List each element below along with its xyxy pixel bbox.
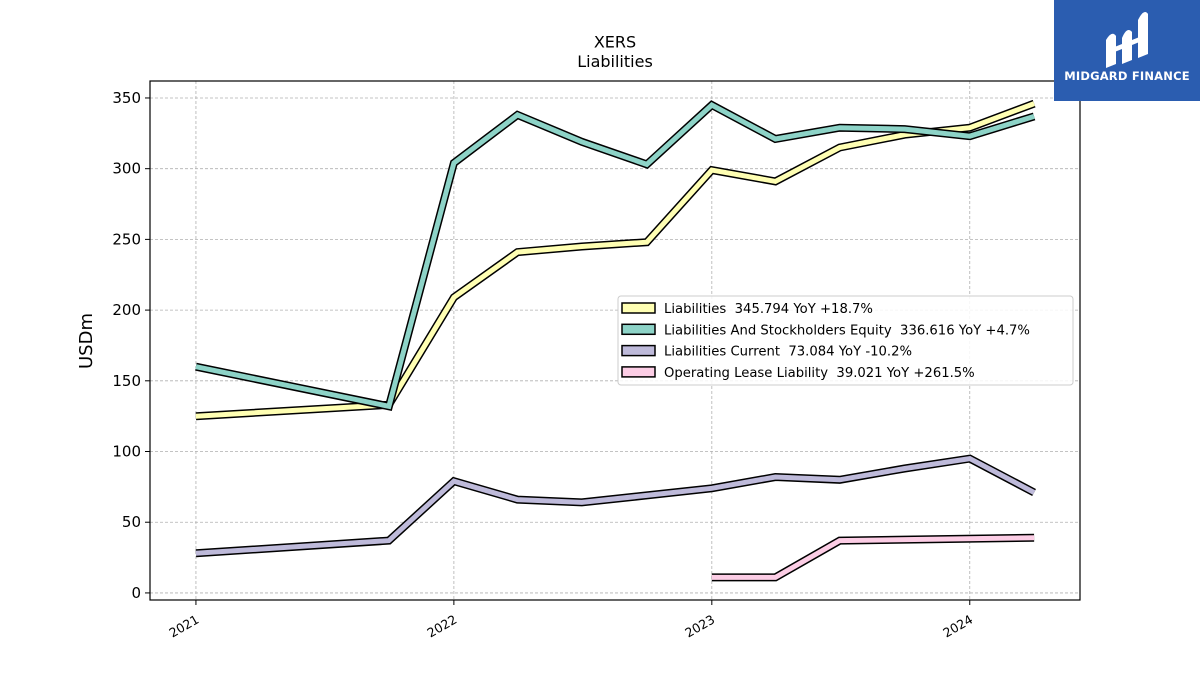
series-line (195, 456, 1036, 556)
brand-mark-icon (1106, 12, 1148, 68)
y-tick-label: 200 (112, 301, 141, 319)
plot-frame (149, 80, 1081, 601)
x-tick-label: 2023 (682, 612, 717, 641)
y-tick-label: 50 (122, 513, 141, 531)
legend: Liabilities 345.794 YoY +18.7% Liabilitie… (617, 295, 1074, 386)
y-tick-label: 150 (112, 372, 141, 390)
legend-label: Liabilities Current 73.084 YoY -10.2% (664, 345, 912, 360)
brand-name: MIDGARD FINANCE (1064, 69, 1190, 83)
brand-logo: MIDGARD FINANCE (1054, 0, 1200, 101)
legend-label: Liabilities 345.794 YoY +18.7% (664, 302, 873, 317)
x-tick-label: 2024 (940, 612, 975, 641)
y-axis-label: USDm (76, 313, 97, 369)
series-1 (195, 100, 1036, 411)
chart-subtitle: Liabilities (577, 52, 653, 71)
series-line (195, 101, 1035, 410)
y-tick-label: 250 (112, 230, 141, 248)
series-3 (711, 533, 1035, 582)
x-tick-label: 2022 (424, 612, 459, 641)
series-2 (195, 454, 1036, 558)
legend-label: Operating Lease Liability 39.021 YoY +26… (664, 366, 975, 381)
legend-swatch (621, 323, 656, 336)
legend-swatch (621, 366, 656, 378)
legend-box (617, 295, 1074, 386)
legend-swatch (621, 302, 656, 314)
legend-swatch (621, 344, 656, 357)
series-line (711, 535, 1035, 580)
y-tick-label: 300 (112, 160, 141, 178)
chart-title: XERS (594, 33, 636, 52)
y-tick-label: 0 (131, 584, 141, 602)
y-tick-label: 100 (112, 443, 141, 461)
legend-label: Liabilities And Stockholders Equity 336.… (664, 323, 1030, 338)
series-line-outline (711, 533, 1035, 582)
x-tick-label: 2021 (166, 612, 201, 641)
y-tick-label: 350 (112, 89, 141, 107)
